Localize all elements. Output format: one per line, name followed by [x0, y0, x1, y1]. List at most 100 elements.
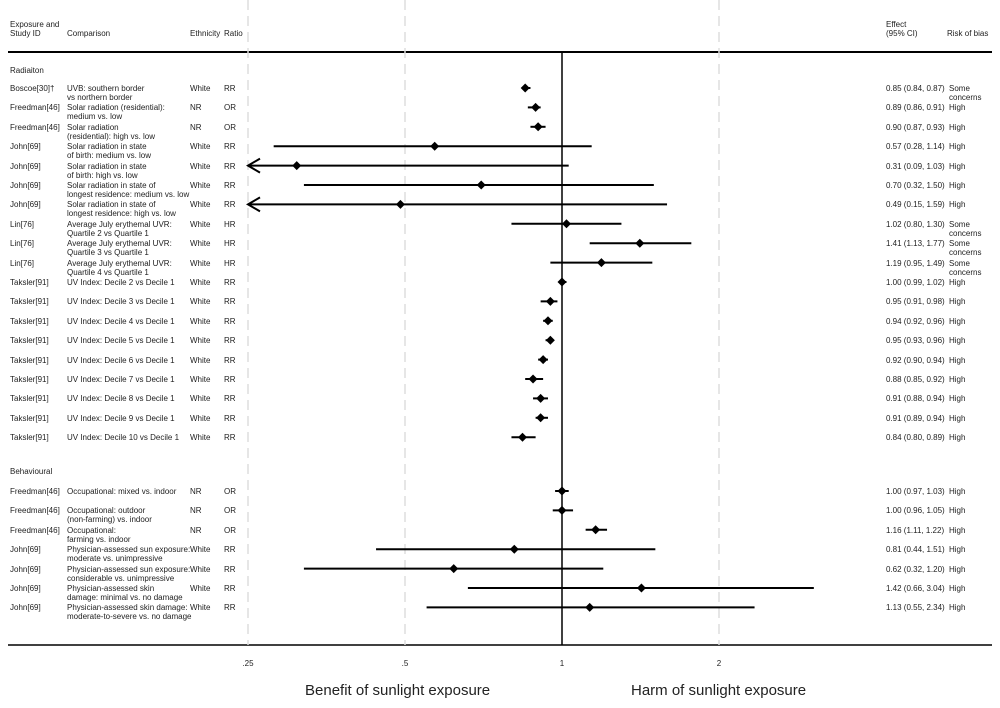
- ethnicity: White: [190, 200, 211, 210]
- point-estimate-diamond: [545, 335, 555, 345]
- ratio-type: RR: [224, 161, 236, 171]
- comparison: Solar radiation in state of longest resi…: [67, 200, 176, 219]
- header-ratio: Ratio: [224, 29, 243, 38]
- ethnicity: White: [190, 584, 211, 593]
- risk-of-bias: High: [949, 603, 966, 613]
- effect-ci: 0.81 (0.44, 1.51): [886, 545, 945, 555]
- risk-of-bias: High: [949, 161, 966, 171]
- effect-ci: 0.31 (0.09, 1.03): [886, 161, 945, 171]
- ratio-type: RR: [224, 84, 236, 93]
- comparison: Physician-assessed sun exposure: moderat…: [67, 545, 191, 564]
- comparison: UV Index: Decile 3 vs Decile 1: [67, 297, 175, 307]
- tick-label: .25: [242, 659, 254, 668]
- ethnicity: NR: [190, 103, 202, 113]
- ratio-type: RR: [224, 545, 236, 555]
- ethnicity: NR: [190, 487, 202, 496]
- risk-of-bias: High: [949, 181, 966, 190]
- ethnicity: White: [190, 278, 211, 287]
- risk-of-bias: High: [949, 355, 966, 365]
- study-id: John[69]: [10, 584, 41, 593]
- ethnicity: White: [190, 84, 211, 93]
- risk-of-bias: High: [949, 433, 966, 443]
- ci-arrow-left: [246, 157, 261, 174]
- risk-of-bias: High: [949, 142, 966, 152]
- header-effect: Effect (95% CI): [886, 20, 918, 38]
- tick-label: 1: [560, 659, 565, 668]
- comparison: Occupational: outdoor (non-farming) vs. …: [67, 506, 152, 525]
- effect-ci: 0.62 (0.32, 1.20): [886, 564, 945, 574]
- point-estimate-diamond: [531, 102, 541, 112]
- point-estimate-diamond: [545, 296, 555, 306]
- comparison: Average July erythemal UVR: Quartile 3 v…: [67, 239, 172, 258]
- study-id: Taksler[91]: [10, 316, 49, 326]
- risk-of-bias: Some concerns: [949, 84, 982, 102]
- study-id: Taksler[91]: [10, 336, 49, 346]
- risk-of-bias: High: [949, 564, 966, 574]
- comparison: Solar radiation in state of longest resi…: [67, 181, 190, 199]
- effect-ci: 0.49 (0.15, 1.59): [886, 200, 945, 210]
- study-id: Freedman[46]: [10, 122, 60, 132]
- risk-of-bias: High: [949, 394, 966, 404]
- ethnicity: White: [190, 413, 211, 423]
- risk-of-bias: High: [949, 506, 966, 516]
- risk-of-bias: High: [949, 487, 966, 496]
- study-id: Taksler[91]: [10, 413, 49, 423]
- study-id: Lin[76]: [10, 219, 35, 229]
- study-id: Taksler[91]: [10, 394, 49, 404]
- comparison: Solar radiation (residential): medium vs…: [67, 103, 165, 122]
- ratio-type: OR: [224, 122, 236, 132]
- effect-ci: 0.88 (0.85, 0.92): [886, 375, 945, 384]
- point-estimate-diamond: [543, 316, 553, 326]
- study-id: Taksler[91]: [10, 375, 49, 384]
- point-estimate-diamond: [449, 564, 459, 574]
- point-estimate-diamond: [520, 83, 530, 93]
- effect-ci: 0.91 (0.89, 0.94): [886, 413, 945, 423]
- ethnicity: White: [190, 564, 211, 574]
- ethnicity: White: [190, 181, 211, 190]
- point-estimate-diamond: [509, 544, 519, 554]
- section-title: Behavioural: [10, 467, 53, 476]
- risk-of-bias: Some concerns: [949, 239, 982, 258]
- point-estimate-diamond: [635, 238, 645, 248]
- ratio-type: OR: [224, 525, 236, 535]
- ratio-type: OR: [224, 103, 236, 113]
- comparison: UV Index: Decile 7 vs Decile 1: [67, 375, 175, 384]
- effect-ci: 1.00 (0.99, 1.02): [886, 278, 945, 287]
- footer-harm-label: Harm of sunlight exposure: [631, 682, 807, 699]
- ratio-type: RR: [224, 142, 236, 152]
- comparison: Solar radiation in state of birth: high …: [67, 161, 147, 180]
- comparison: Physician-assessed sun exposure: conside…: [67, 564, 191, 583]
- ethnicity: White: [190, 603, 211, 613]
- ethnicity: NR: [190, 122, 202, 132]
- point-estimate-diamond: [536, 413, 546, 423]
- study-id: John[69]: [10, 545, 41, 555]
- point-estimate-diamond: [561, 219, 571, 229]
- point-estimate-diamond: [636, 583, 646, 593]
- ethnicity: White: [190, 545, 211, 555]
- point-estimate-diamond: [292, 161, 302, 171]
- effect-ci: 1.16 (1.11, 1.22): [886, 525, 945, 535]
- ratio-type: HR: [224, 239, 236, 249]
- effect-ci: 1.42 (0.66, 3.04): [886, 584, 945, 593]
- study-id: Freedman[46]: [10, 525, 60, 535]
- point-estimate-diamond: [518, 432, 528, 442]
- comparison: Occupational: farming vs. indoor: [67, 525, 131, 544]
- effect-ci: 1.00 (0.97, 1.03): [886, 487, 945, 496]
- ratio-type: RR: [224, 375, 236, 384]
- risk-of-bias: High: [949, 278, 966, 287]
- effect-ci: 0.85 (0.84, 0.87): [886, 84, 945, 93]
- comparison: UV Index: Decile 9 vs Decile 1: [67, 413, 175, 423]
- point-estimate-diamond: [430, 141, 440, 151]
- study-id: Taksler[91]: [10, 433, 49, 443]
- ratio-type: RR: [224, 336, 236, 346]
- point-estimate-diamond: [476, 180, 486, 190]
- study-id: John[69]: [10, 200, 41, 210]
- study-id: John[69]: [10, 564, 41, 574]
- effect-ci: 0.84 (0.80, 0.89): [886, 433, 945, 443]
- ratio-type: HR: [224, 258, 236, 268]
- risk-of-bias: Some concerns: [949, 219, 982, 238]
- point-estimate-diamond: [528, 374, 538, 384]
- study-id: Boscoe[30]†: [10, 84, 55, 93]
